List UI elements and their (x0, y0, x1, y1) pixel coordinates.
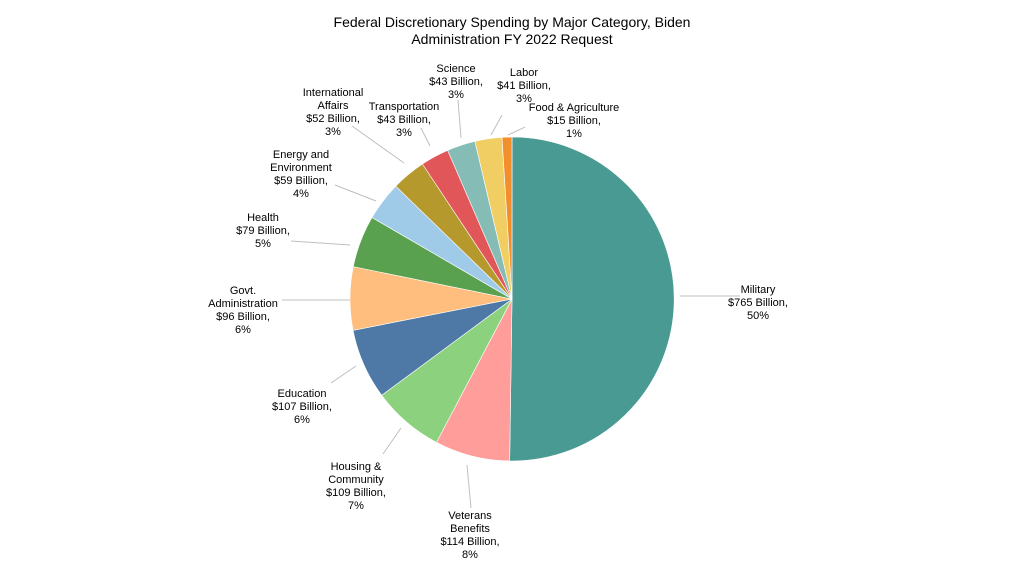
leader-line-2 (382, 427, 402, 455)
slice-label-4-line-3: 6% (235, 324, 251, 336)
slice-label-8: Transportation $43 Billion, 3% (369, 101, 440, 139)
slice-label-1-line-3: 8% (462, 549, 478, 561)
chart-title-line-1: Federal Discretionary Spending by Major … (334, 14, 691, 30)
slice-label-8-line-1: $43 Billion, (377, 114, 431, 126)
leader-lines (282, 99, 740, 509)
leader-line-11 (507, 126, 526, 136)
slice-label-3: Education $107 Billion, 6% (272, 388, 332, 426)
slice-label-10-line-2: 3% (516, 93, 532, 105)
leader-line-9 (457, 99, 462, 139)
slice-label-11: Food & Agriculture $15 Billion, 1% (529, 102, 620, 140)
slice-label-8-line-0: Transportation (369, 101, 440, 113)
slice-label-9-line-0: Science (436, 63, 475, 75)
slice-label-4: Govt. Administration $96 Billion, 6% (208, 285, 278, 336)
slice-labels: Military $765 Billion, 50% Veterans Benefits… (208, 63, 788, 561)
slice-label-11-line-0: Food & Agriculture (529, 102, 620, 114)
slice-label-2-line-1: Community (328, 474, 384, 486)
slice-label-3-line-1: $107 Billion, (272, 401, 332, 413)
slice-label-6-line-1: Environment (270, 162, 332, 174)
slice-label-5-line-2: 5% (255, 238, 271, 250)
slice-label-3-line-0: Education (278, 388, 327, 400)
slice-label-6-line-2: $59 Billion, (274, 175, 328, 187)
slice-label-3-line-2: 6% (294, 414, 310, 426)
slice-label-7-line-0: International (303, 87, 364, 99)
slice-label-2-line-2: $109 Billion, (326, 487, 386, 499)
chart-title-line-2: Administration FY 2022 Request (411, 31, 612, 47)
slice-label-0-line-1: $765 Billion, (728, 297, 788, 309)
slice-label-2-line-0: Housing & (331, 461, 382, 473)
leader-line-10 (490, 114, 503, 136)
pie-slice-11 (501, 136, 513, 300)
slice-label-9-line-2: 3% (448, 89, 464, 101)
leader-line-8 (420, 127, 431, 147)
slice-label-2: Housing & Community $109 Billion, 7% (326, 461, 386, 512)
slice-label-7-line-1: Affairs (318, 100, 349, 112)
slice-label-10-line-1: $41 Billion, (497, 80, 551, 92)
chart-title: Federal Discretionary Spending by Major … (334, 14, 691, 47)
slice-label-2-line-3: 7% (348, 500, 364, 512)
slice-label-0-line-2: 50% (747, 310, 769, 322)
slice-label-6: Energy and Environment $59 Billion, 4% (270, 149, 332, 200)
slice-label-10-line-0: Labor (510, 67, 538, 79)
slice-label-9: Science $43 Billion, 3% (429, 63, 483, 101)
pie-slices (349, 136, 675, 462)
slice-label-1-line-0: Veterans (448, 510, 492, 522)
leader-line-7 (351, 125, 405, 164)
slice-label-7-line-2: $52 Billion, (306, 113, 360, 125)
slice-label-0-line-0: Military (741, 284, 776, 296)
pie-slice-0 (509, 136, 675, 462)
slice-label-9-line-1: $43 Billion, (429, 76, 483, 88)
slice-label-4-line-0: Govt. (230, 285, 256, 297)
leader-line-5 (290, 240, 351, 246)
slice-label-10: Labor $41 Billion, 3% (497, 67, 551, 105)
slice-label-11-line-1: $15 Billion, (547, 115, 601, 127)
slice-label-6-line-3: 4% (293, 188, 309, 200)
slice-label-5-line-0: Health (247, 212, 279, 224)
leader-line-3 (330, 365, 357, 384)
slice-label-5: Health $79 Billion, 5% (236, 212, 290, 250)
slice-label-1-line-1: Benefits (450, 523, 490, 535)
slice-label-7: International Affairs $52 Billion, 3% (303, 87, 364, 138)
slice-label-4-line-2: $96 Billion, (216, 311, 270, 323)
slice-label-1-line-2: $114 Billion, (440, 536, 499, 548)
slice-label-4-line-1: Administration (208, 298, 278, 310)
slice-label-8-line-2: 3% (396, 127, 412, 139)
slice-label-1: Veterans Benefits $114 Billion, 8% (440, 510, 499, 561)
slice-label-11-line-2: 1% (566, 128, 582, 140)
slice-label-6-line-0: Energy and (273, 149, 329, 161)
slice-label-0: Military $765 Billion, 50% (728, 284, 788, 322)
leader-line-6 (334, 184, 377, 202)
slice-label-7-line-3: 3% (325, 126, 341, 138)
slice-label-5-line-1: $79 Billion, (236, 225, 290, 237)
leader-line-1 (466, 464, 472, 509)
